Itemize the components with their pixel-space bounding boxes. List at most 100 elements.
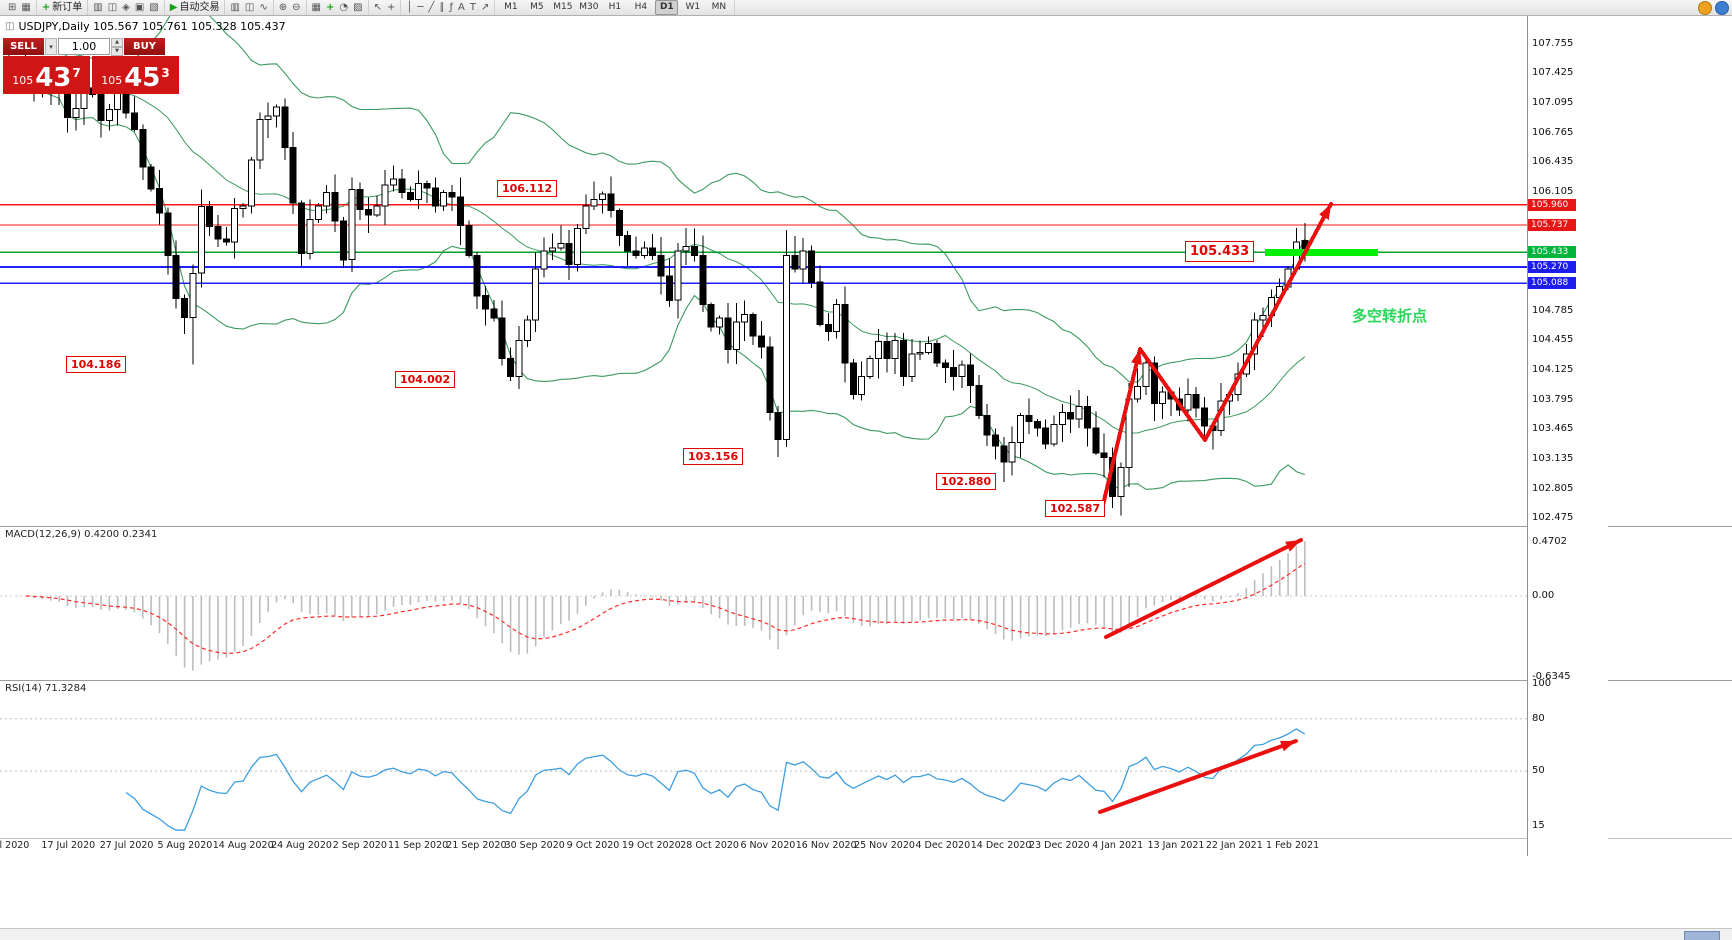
scrollbar-thumb[interactable] <box>1684 931 1720 940</box>
data-window-icon: ◫ <box>107 2 118 13</box>
buy-button[interactable]: BUY <box>124 38 165 55</box>
timeframe-h1[interactable]: H1 <box>608 2 622 12</box>
channel-icon[interactable]: ∥ <box>438 1 445 14</box>
sell-price-prefix: 105 <box>12 74 34 87</box>
price-tick: 103.465 <box>1532 423 1574 435</box>
price-label-106112[interactable]: 106.112 <box>497 180 558 197</box>
community-icon[interactable] <box>1715 0 1729 15</box>
label-icon: T <box>469 2 476 13</box>
price-axis[interactable]: 107.755 107.425 107.095 106.765 106.435 106.1… <box>1528 16 1608 856</box>
timeframe-w1[interactable]: W1 <box>685 2 701 12</box>
annotation-text[interactable]: 多空转折点 <box>1352 307 1428 325</box>
tile-windows-icon: ▦ <box>311 2 321 13</box>
text-icon[interactable]: A <box>457 1 466 14</box>
date-label: 9 Oct 2020 <box>566 840 620 851</box>
horizontal-scrollbar[interactable] <box>0 928 1732 940</box>
price-tick: 103.135 <box>1532 452 1574 464</box>
macd-chart-canvas[interactable] <box>0 527 1527 680</box>
sell-price-panel[interactable]: 105 43 7 <box>3 56 90 94</box>
buy-price-panel[interactable]: 105 45 3 <box>92 56 179 94</box>
candlestick-chart-icon: ◫ <box>244 2 255 13</box>
horizontal-line-icon[interactable]: ─ <box>416 1 424 14</box>
zoom-out-icon[interactable]: ⊖ <box>291 1 301 14</box>
timeframe-m1[interactable]: M1 <box>504 2 518 12</box>
price-tick: 107.425 <box>1532 67 1574 79</box>
rsi-indicator-label: RSI(14) 71.3284 <box>5 683 86 694</box>
strategy-tester-icon: ▧ <box>149 2 159 13</box>
volume-up-icon[interactable]: ▲ <box>111 38 123 47</box>
volume-input[interactable] <box>58 38 110 55</box>
macd-values: 0.4200 0.2341 <box>84 529 158 540</box>
rsi-chart-canvas[interactable] <box>0 681 1527 838</box>
macd-panel-divider[interactable] <box>0 526 1732 527</box>
macd-name: MACD(12,26,9) <box>5 529 81 540</box>
price-label-102587[interactable]: 102.587 <box>1045 500 1106 517</box>
trendline-icon[interactable]: ╱ <box>427 1 435 14</box>
cursor-icon[interactable]: ↖ <box>373 1 383 14</box>
volume-dropdown-caret-icon[interactable]: ▾ <box>45 38 57 55</box>
strategy-tester-icon[interactable]: ▧ <box>148 1 159 14</box>
rsi-axis-tick: 100 <box>1532 678 1552 689</box>
price-label-103156[interactable]: 103.156 <box>683 448 744 465</box>
zoom-in-icon[interactable]: ⊕ <box>278 1 288 14</box>
timeframe-mn[interactable]: MN <box>711 2 727 12</box>
price-tick: 106.435 <box>1532 156 1574 168</box>
rsi-name: RSI(14) <box>5 683 42 694</box>
timeframe-h4[interactable]: H4 <box>634 2 648 12</box>
fibonacci-icon: ƒ <box>449 2 453 13</box>
timeframe-d1[interactable]: D1 <box>655 0 679 15</box>
macd-axis-tick: -0.6345 <box>1532 671 1571 682</box>
fibonacci-icon[interactable]: ƒ <box>448 1 454 14</box>
autotrade-button[interactable]: ▶ 自动交易 <box>169 1 221 14</box>
date-label: 4 Dec 2020 <box>915 840 971 851</box>
sell-button[interactable]: SELL <box>3 38 44 55</box>
notifications-icon[interactable] <box>1698 0 1712 15</box>
indicators-add-icon[interactable]: + <box>325 1 335 14</box>
new-chart-icon[interactable]: ⊞ <box>7 1 17 14</box>
toolbar-group: ▥ ◫ ◈ ▣ ▧ <box>88 0 165 15</box>
price-badge-105270: 105.270 <box>1528 260 1576 273</box>
arrows-tool-icon[interactable]: ↗ <box>480 1 490 14</box>
price-tick: 104.785 <box>1532 304 1574 316</box>
date-label: 11 Sep 2020 <box>387 840 449 851</box>
sell-price-sup: 7 <box>72 66 81 80</box>
toolbar-group: + 新订单 <box>37 0 89 15</box>
price-tick: 106.765 <box>1532 126 1574 138</box>
text-icon: A <box>457 2 465 13</box>
terminal-icon[interactable]: ▣ <box>134 1 145 14</box>
bar-chart-icon[interactable]: ▥ <box>229 1 240 14</box>
timeframe-m30[interactable]: M30 <box>579 2 599 12</box>
price-label-102880[interactable]: 102.880 <box>936 473 997 490</box>
tile-windows-icon[interactable]: ▦ <box>311 1 322 14</box>
toolbar-group: ▥ ◫ ∿ <box>225 0 274 15</box>
new-order-button[interactable]: + 新订单 <box>41 1 83 14</box>
profiles-icon: ▦ <box>21 2 31 13</box>
periods-icon[interactable]: ◔ <box>338 1 349 14</box>
crosshair-icon[interactable]: + <box>386 1 396 14</box>
price-badge-105433: 105.433 <box>1528 246 1576 259</box>
rsi-panel-divider[interactable] <box>0 680 1732 681</box>
line-chart-icon[interactable]: ∿ <box>258 1 268 14</box>
templates-icon[interactable]: ▨ <box>352 1 363 14</box>
arrows-tool-icon: ↗ <box>480 2 490 13</box>
price-label-105433[interactable]: 105.433 <box>1185 241 1255 262</box>
price-label-104186[interactable]: 104.186 <box>66 356 127 373</box>
volume-down-icon[interactable]: ▼ <box>111 47 123 56</box>
timeframe-m15[interactable]: M15 <box>553 2 573 12</box>
label-icon[interactable]: T <box>469 1 477 14</box>
horizontal-line-icon: ─ <box>417 2 424 13</box>
vertical-line-icon[interactable]: │ <box>405 1 413 14</box>
crosshair-icon: + <box>386 2 396 13</box>
data-window-icon[interactable]: ◫ <box>107 1 118 14</box>
rsi-axis-tick: 80 <box>1532 713 1545 724</box>
navigator-icon[interactable]: ◈ <box>121 1 131 14</box>
price-label-104002[interactable]: 104.002 <box>395 371 456 388</box>
candlestick-chart-icon[interactable]: ◫ <box>244 1 255 14</box>
profiles-icon[interactable]: ▦ <box>20 1 31 14</box>
main-chart-canvas[interactable] <box>0 16 1527 526</box>
price-tick: 104.455 <box>1532 334 1574 346</box>
market-watch-icon[interactable]: ▥ <box>92 1 103 14</box>
date-axis-divider <box>0 838 1732 839</box>
timeframe-m5[interactable]: M5 <box>530 2 544 12</box>
price-tick: 102.805 <box>1532 482 1574 494</box>
